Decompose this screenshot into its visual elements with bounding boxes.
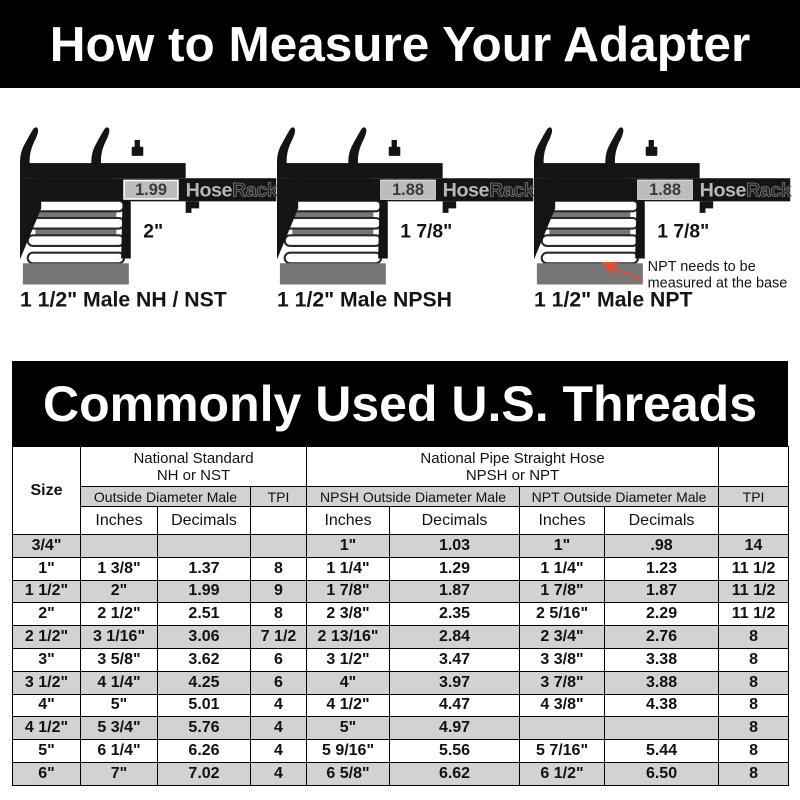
svg-text:1 1/2" Male NPSH: 1 1/2" Male NPSH (277, 289, 452, 312)
svg-text:1.88: 1.88 (649, 181, 681, 199)
svg-text:1 1/2" Male NPT: 1 1/2" Male NPT (534, 289, 692, 312)
svg-text:2": 2" (143, 221, 163, 242)
svg-text:1 7/8": 1 7/8" (400, 221, 452, 242)
svg-text:measured at the base: measured at the base (648, 275, 788, 291)
svg-text:1 7/8": 1 7/8" (657, 221, 709, 242)
svg-text:NPT needs to be: NPT needs to be (648, 259, 756, 275)
svg-text:1 1/2" Male NH / NST: 1 1/2" Male NH / NST (20, 289, 227, 312)
svg-text:1.88: 1.88 (392, 181, 424, 199)
